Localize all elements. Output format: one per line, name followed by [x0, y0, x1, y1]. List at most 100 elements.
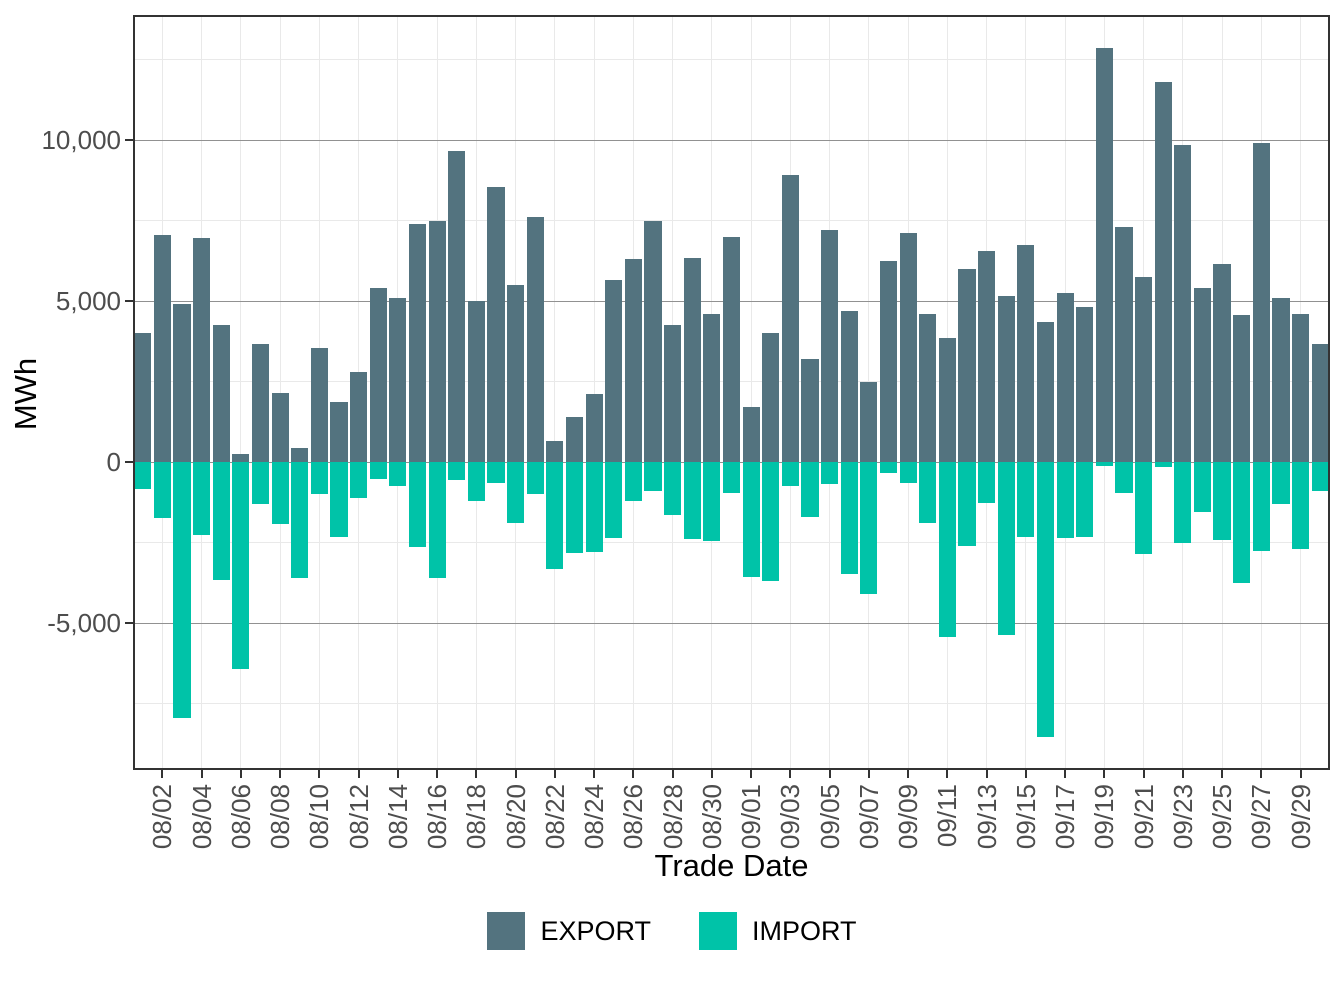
export-bar — [1036, 321, 1055, 462]
export-bar — [428, 220, 446, 462]
legend-item-export: EXPORT — [487, 912, 651, 950]
import-bar — [173, 462, 191, 718]
import-bar — [251, 462, 270, 505]
x-tick-label: 09/21 — [1128, 784, 1159, 850]
export-bar — [565, 416, 584, 462]
export-bar — [781, 175, 799, 462]
export-bar — [624, 259, 642, 462]
import-bar — [624, 462, 642, 501]
x-axis-title: Trade Date — [654, 848, 809, 883]
x-tick-label: 09/27 — [1246, 784, 1277, 850]
import-bar — [271, 462, 289, 525]
export-bar — [958, 268, 976, 462]
x-tick-mark — [867, 770, 870, 778]
gridline-minor-horizontal — [133, 59, 1330, 60]
x-tick-mark — [279, 770, 282, 778]
x-tick-mark — [789, 770, 792, 778]
x-tick-mark — [161, 770, 164, 778]
x-tick-label: 08/28 — [657, 784, 688, 850]
export-bar — [762, 333, 780, 462]
x-tick-label: 09/25 — [1207, 784, 1238, 850]
legend-item-import: IMPORT — [699, 912, 857, 950]
import-bar — [801, 462, 819, 517]
import-bar — [978, 462, 996, 503]
import-bar — [1095, 462, 1113, 466]
export-bar — [1115, 226, 1133, 462]
import-bar — [1036, 462, 1055, 737]
export-bar — [1174, 144, 1192, 462]
x-tick-label: 09/19 — [1089, 784, 1120, 850]
x-tick-label: 08/30 — [696, 784, 727, 850]
import-legend-swatch — [699, 912, 737, 950]
import-bar — [664, 462, 682, 516]
y-tick-mark — [125, 461, 133, 463]
legend-label-import: IMPORT — [752, 915, 857, 946]
import-bar — [860, 462, 878, 594]
import-bar — [781, 462, 799, 486]
import-bar — [1252, 462, 1270, 551]
gridline-minor-horizontal — [133, 542, 1330, 543]
import-bar — [193, 462, 211, 536]
import-bar — [507, 462, 525, 524]
export-bar — [938, 338, 956, 462]
import-bar — [546, 462, 564, 569]
x-tick-mark — [1221, 770, 1224, 778]
x-tick-mark — [553, 770, 556, 778]
import-bar — [722, 462, 741, 493]
export-bar — [232, 453, 250, 462]
export-bar — [526, 217, 544, 462]
import-bar — [232, 462, 250, 670]
import-bar — [1213, 462, 1231, 541]
x-tick-mark — [593, 770, 596, 778]
export-bar — [153, 234, 171, 462]
import-bar — [879, 462, 898, 474]
x-tick-label: 09/11 — [932, 784, 963, 848]
x-tick-label: 08/18 — [461, 784, 492, 850]
import-bar — [605, 462, 623, 539]
export-bar — [369, 288, 387, 462]
import-bar — [369, 462, 387, 480]
x-tick-label: 08/16 — [422, 784, 453, 850]
import-bar — [565, 462, 584, 554]
export-bar — [821, 230, 839, 462]
import-bar — [1115, 462, 1133, 493]
x-tick-label: 08/04 — [186, 784, 217, 850]
import-bar — [585, 462, 603, 553]
import-bar — [1193, 462, 1212, 513]
x-tick-mark — [750, 770, 753, 778]
export-bar — [271, 392, 289, 462]
import-bar — [1311, 462, 1329, 491]
x-tick-mark — [671, 770, 674, 778]
import-bar — [1233, 462, 1251, 583]
import-bar — [1017, 462, 1035, 538]
export-bar — [134, 333, 152, 462]
export-bar — [389, 297, 407, 462]
import-bar — [291, 462, 309, 579]
export-bar — [1233, 315, 1251, 462]
x-tick-mark — [710, 770, 713, 778]
x-tick-label: 09/07 — [853, 784, 884, 850]
export-bar — [408, 223, 427, 462]
x-tick-mark — [1299, 770, 1302, 778]
export-bar — [860, 381, 878, 462]
x-tick-label: 09/05 — [814, 784, 845, 850]
import-bar — [310, 462, 328, 495]
x-tick-label: 09/03 — [775, 784, 806, 850]
export-bar — [978, 251, 996, 462]
export-bar — [585, 394, 603, 462]
gridline-vertical — [554, 15, 556, 770]
x-tick-label: 08/26 — [618, 784, 649, 850]
import-bar — [1174, 462, 1192, 543]
import-bar — [703, 462, 721, 541]
x-tick-mark — [318, 770, 321, 778]
export-bar — [664, 325, 682, 462]
x-tick-label: 08/14 — [382, 784, 413, 850]
import-bar — [1056, 462, 1074, 538]
gridline-vertical — [593, 15, 595, 770]
x-tick-mark — [907, 770, 910, 778]
export-bar — [546, 441, 564, 462]
x-tick-label: 08/20 — [500, 784, 531, 850]
export-bar — [742, 407, 760, 462]
import-bar — [938, 462, 956, 638]
gridline-vertical — [279, 15, 281, 770]
